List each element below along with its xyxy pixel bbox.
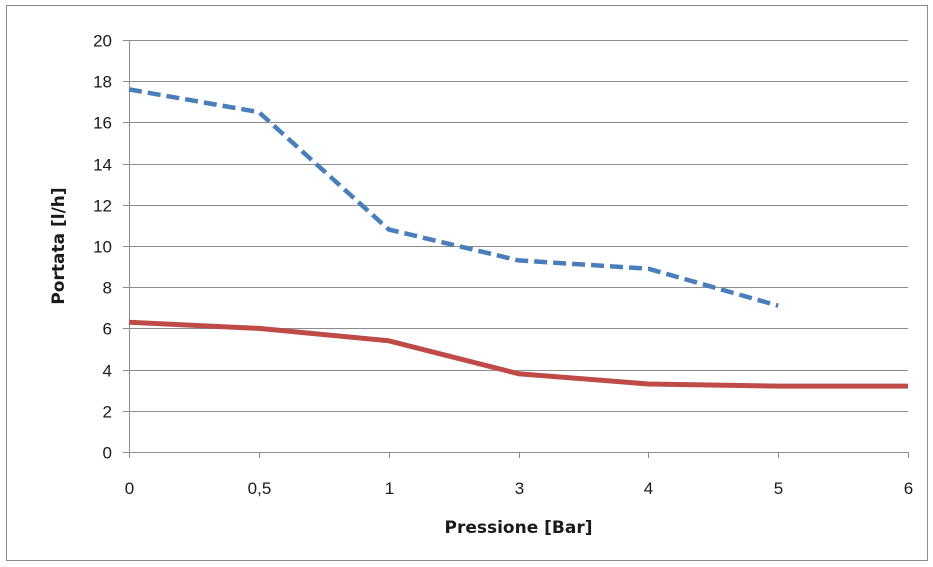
y-tick-labels: 0 2 4 6 8 10 12 14 16 18 20 [93,32,112,463]
y-tick-label: 20 [93,32,112,51]
x-tick-labels: 0 0,5 1 3 4 5 6 [125,479,913,498]
y-tick-label: 8 [103,279,112,298]
axes [123,40,909,458]
x-axis-title: Pressione [Bar] [444,518,592,538]
gridlines [129,40,908,412]
y-tick-label: 18 [93,73,112,92]
x-tick-label: 5 [774,479,783,498]
y-tick-label: 2 [103,403,112,422]
x-tick-label: 6 [904,479,913,498]
x-tick-label: 0 [125,479,134,498]
x-tick-label: 1 [385,479,394,498]
series-lines [128,87,908,389]
x-tick-label: 3 [515,479,524,498]
y-tick-label: 10 [93,238,112,257]
y-axis-title: Portata [l/h] [49,187,69,304]
series-line-1 [128,87,779,308]
y-tick-label: 14 [93,156,112,175]
x-tick-label: 4 [644,479,653,498]
y-tick-label: 6 [103,320,112,339]
chart-frame [6,5,928,561]
series-line-2 [128,319,908,389]
y-tick-label: 4 [103,362,112,381]
y-tick-label: 0 [103,444,112,463]
x-tick-label: 0,5 [248,479,272,498]
y-tick-label: 12 [93,197,112,216]
y-tick-label: 16 [93,114,112,133]
